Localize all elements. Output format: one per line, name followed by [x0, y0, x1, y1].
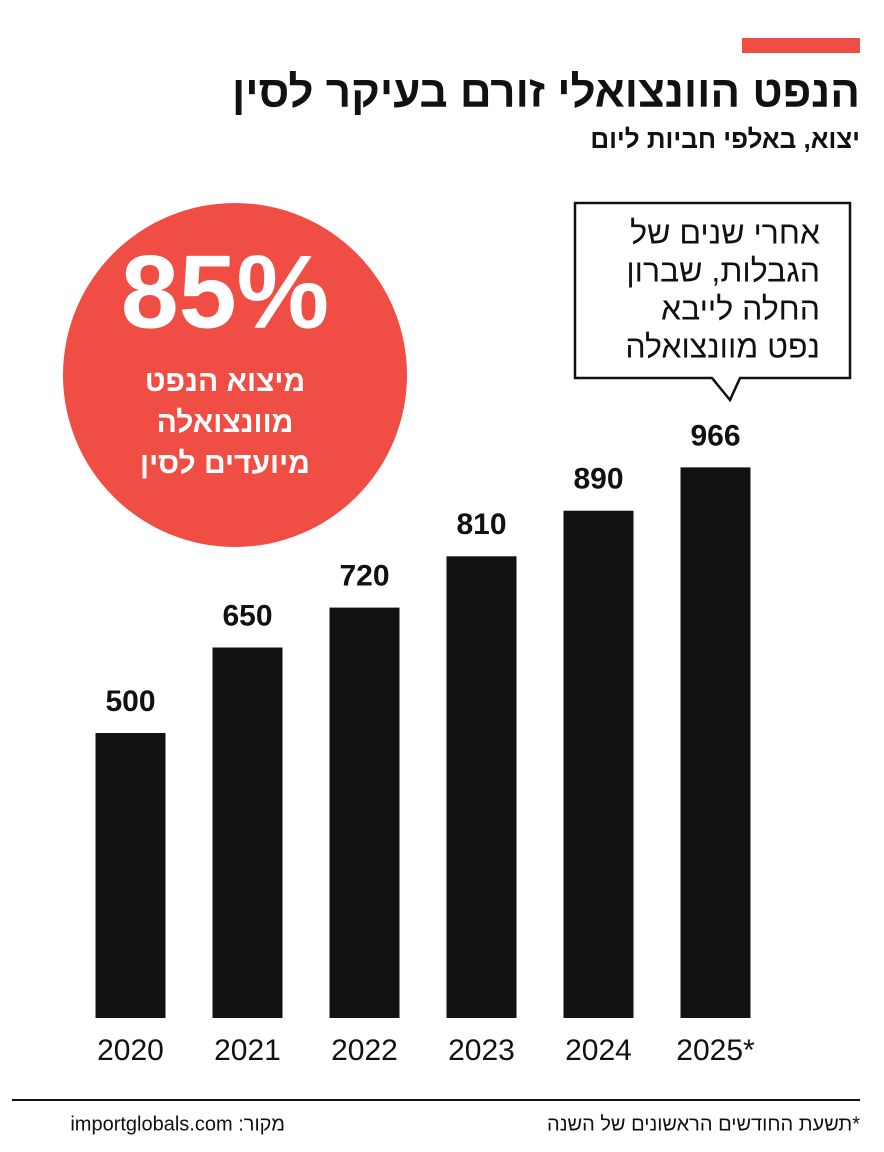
- value-label: 966: [690, 419, 740, 452]
- bar: [329, 607, 400, 1018]
- callout-text: החלה לייבא: [661, 290, 820, 326]
- chart-subtitle: יצוא, באלפי חביות ליום: [590, 124, 860, 154]
- x-tick-label: 2024: [565, 1034, 632, 1067]
- highlight-text: מיצוא הנפט: [145, 365, 305, 398]
- callout-text: אחרי שנים של: [630, 214, 820, 250]
- x-tick-label: 2022: [331, 1034, 398, 1067]
- source: מקור: importglobals.com: [70, 1113, 285, 1135]
- x-tick-label: 2020: [97, 1034, 164, 1067]
- footnote: *תשעת החודשים הראשונים של השנה: [547, 1113, 860, 1135]
- callout-text: הגבלות, שברון: [626, 252, 820, 288]
- x-tick-label: 2021: [214, 1034, 281, 1067]
- highlight-text: מוונצואלה: [157, 406, 294, 439]
- x-tick-label: 2025*: [676, 1034, 755, 1067]
- highlight-circle: [63, 203, 407, 547]
- highlight-value: 85%: [121, 234, 329, 350]
- bar: [95, 733, 166, 1018]
- value-label: 720: [339, 560, 389, 593]
- value-label: 810: [456, 508, 506, 541]
- value-label: 890: [573, 463, 623, 496]
- highlight-text: מיועדים לסין: [140, 447, 310, 480]
- bar: [446, 556, 517, 1018]
- bar: [563, 510, 634, 1018]
- value-label: 500: [105, 685, 155, 718]
- value-label: 650: [222, 599, 272, 632]
- callout-text: נפט מוונצואלה: [625, 328, 820, 364]
- x-tick-label: 2023: [448, 1034, 515, 1067]
- bar: [680, 467, 751, 1018]
- chart-title: הנפט הוונצואלי זורם בעיקר לסין: [232, 68, 860, 117]
- callout-box: [573, 201, 852, 403]
- bar: [212, 647, 283, 1018]
- accent-bar: [742, 38, 860, 53]
